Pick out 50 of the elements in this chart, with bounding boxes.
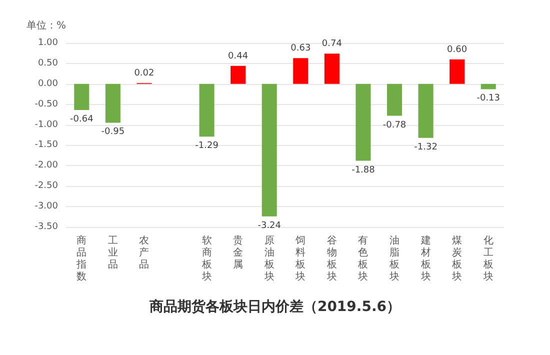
y-tick-label: -1.50 [34, 140, 58, 150]
data-label: 0.63 [290, 44, 311, 54]
y-tick-label: -0.50 [34, 99, 58, 110]
data-label: -3.24 [258, 220, 282, 231]
x-tick-label: 油脂板块 [388, 234, 400, 282]
y-tick-label: -1.00 [34, 120, 58, 130]
x-tick-label: 化工板块 [482, 234, 494, 282]
x-tick-label: 软商板块 [200, 234, 212, 282]
bar [356, 84, 371, 161]
x-tick-label: 原油板块 [263, 236, 274, 282]
data-label: -0.95 [101, 127, 125, 138]
bar [450, 59, 465, 84]
y-tick-label: -2.50 [34, 181, 58, 192]
data-label: 0.74 [322, 39, 342, 50]
bar [230, 66, 246, 84]
data-label: -1.88 [352, 165, 376, 176]
data-label: -0.64 [70, 114, 94, 125]
x-tick-label: 贵金属 [233, 234, 244, 270]
data-label: -0.13 [476, 94, 500, 104]
y-tick-label: -2.00 [34, 160, 58, 171]
x-tick-label: 商品指数 [76, 234, 87, 282]
bar [293, 58, 308, 84]
x-tick-label: 农产品 [139, 236, 150, 270]
bar [418, 84, 434, 138]
x-tick-label: 谷物板块 [326, 234, 337, 282]
y-tick-label: 0.00 [38, 78, 58, 89]
x-tick-label: 工业品 [108, 236, 118, 270]
y-tick-label: -3.00 [34, 202, 58, 212]
y-tick-label: -3.50 [34, 222, 58, 232]
data-label: -1.32 [414, 142, 438, 152]
bar [74, 84, 90, 110]
bar [324, 54, 340, 84]
bar [262, 84, 277, 216]
x-tick-label: 有色板块 [357, 234, 368, 282]
y-tick-label: 0.50 [38, 58, 58, 68]
data-label: 0.02 [134, 68, 154, 79]
data-label: -1.29 [195, 141, 219, 152]
y-axis-title: 单位：% [26, 20, 66, 32]
data-label: 0.60 [447, 44, 468, 55]
bar [386, 84, 402, 116]
bar [480, 84, 496, 90]
data-label: -0.78 [382, 120, 406, 130]
x-tick-label: 建材板块 [420, 234, 431, 282]
x-tick-label: 饲料板块 [294, 236, 306, 282]
data-label: 0.44 [228, 51, 248, 62]
bar [105, 84, 120, 123]
y-tick-label: 1.00 [38, 38, 58, 48]
bar [199, 84, 214, 137]
x-tick-label: 煤炭板块 [451, 234, 462, 282]
text: 商品期货各板块日内价差（2019.5.6） [148, 298, 401, 315]
